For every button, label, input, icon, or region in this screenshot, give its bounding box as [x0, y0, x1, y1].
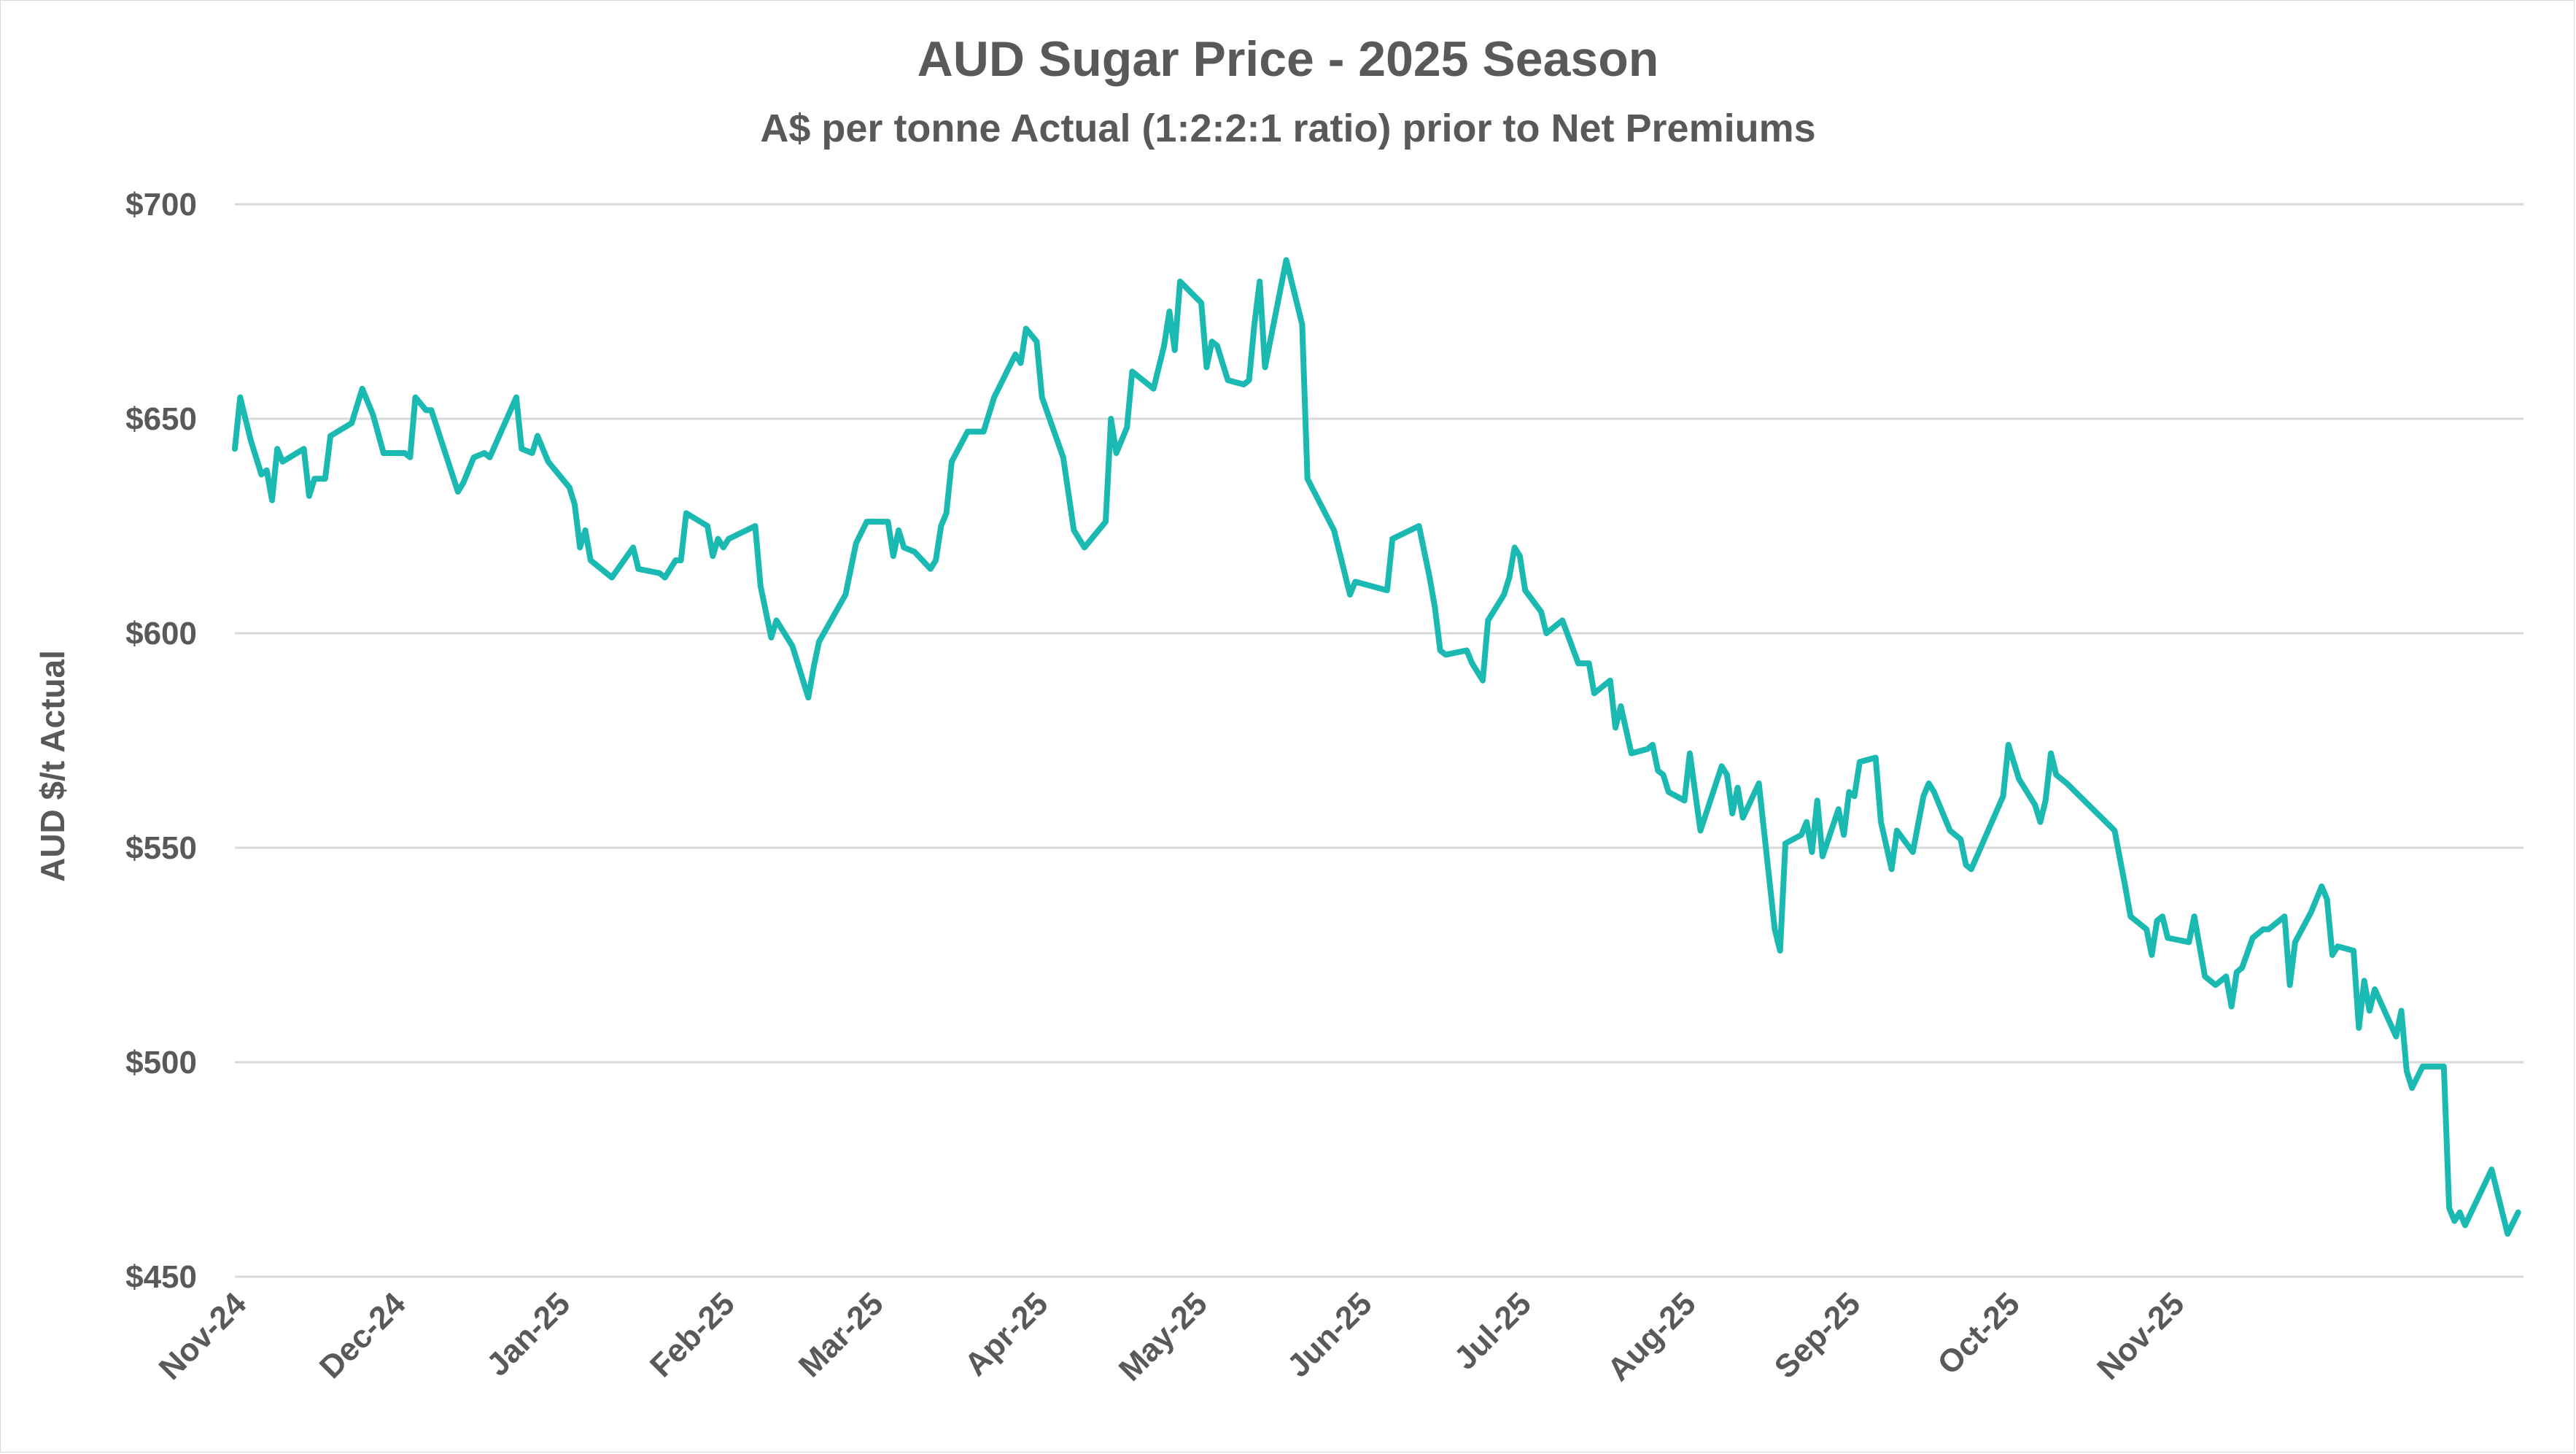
- x-tick-label: Oct-25: [1931, 1285, 2026, 1381]
- y-tick-label: $650: [125, 401, 197, 437]
- series-line: [232, 257, 2521, 1237]
- chart-title: AUD Sugar Price - 2025 Season: [917, 31, 1659, 87]
- x-tick-label: Jul-25: [1447, 1285, 1538, 1377]
- x-tick-label: May-25: [1112, 1285, 1214, 1388]
- x-tick-label: Dec-24: [313, 1285, 413, 1385]
- y-tick-label: $450: [125, 1259, 197, 1295]
- x-tick-label: Nov-24: [152, 1285, 254, 1387]
- chart-subtitle: A$ per tonne Actual (1:2:2:1 ratio) prio…: [760, 107, 1816, 150]
- x-tick-label: Nov-25: [2090, 1285, 2191, 1386]
- gridlines: [235, 203, 2523, 1278]
- x-tick-label: Jun-25: [1281, 1285, 1379, 1384]
- x-tick-label: Apr-25: [958, 1285, 1055, 1383]
- x-tick-label: Feb-25: [643, 1285, 742, 1384]
- y-tick-label: $700: [125, 187, 197, 223]
- y-tick-label: $550: [125, 830, 197, 866]
- x-tick-label: Jan-25: [480, 1285, 577, 1383]
- x-tick-label: Aug-25: [1601, 1285, 1703, 1388]
- series-layer: [232, 257, 2521, 1237]
- y-tick-label: $500: [125, 1045, 197, 1080]
- y-tick-label: $600: [125, 616, 197, 651]
- x-tick-label: Mar-25: [792, 1285, 891, 1384]
- x-tick-label: Sep-25: [1768, 1285, 1868, 1385]
